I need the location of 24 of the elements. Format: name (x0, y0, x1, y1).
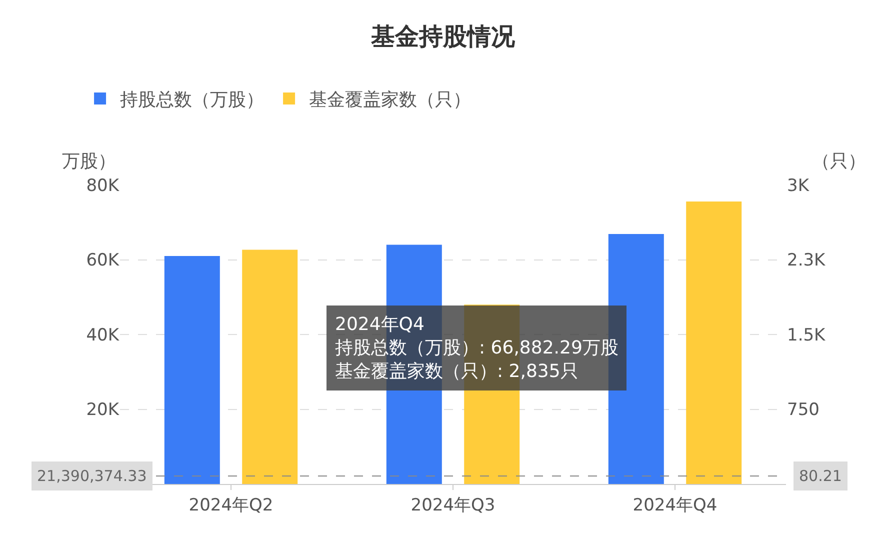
y-tick-label: 20K (86, 400, 120, 420)
legend-label: 持股总数（万股） (120, 90, 264, 111)
y-axis-title: 万股） (62, 151, 116, 172)
annotation: 持股总数（万股）: 66,882.29万股 (335, 337, 618, 358)
x-tick-label: 2024年Q3 (410, 495, 496, 516)
annotation: 2024年Q4 (335, 314, 424, 335)
y2-tick-label: 3K (787, 176, 810, 196)
y2-axis-title: （只） (812, 151, 866, 172)
y2-tick-label: 750 (787, 400, 820, 420)
x-tick-label: 2024年Q2 (188, 495, 274, 516)
legend-label: 基金覆盖家数（只） (309, 90, 472, 111)
x-tick-label: 2024年Q4 (632, 495, 718, 516)
bar (164, 256, 220, 484)
bar (686, 201, 742, 484)
bar (242, 250, 298, 484)
chart-title: 基金持股情况 (370, 22, 516, 50)
ref-line-label: 80.21 (799, 467, 842, 485)
annotation: 21,390,374.33 (37, 467, 147, 485)
y2-tick-label: 1.5K (787, 325, 826, 346)
y-tick-label: 80K (86, 176, 120, 196)
y-tick-label: 60K (86, 250, 120, 271)
annotation: 基金覆盖家数（只）: 2,835只 (335, 360, 578, 382)
y2-tick-label: 2.3K (787, 250, 826, 271)
y-tick-label: 40K (86, 325, 120, 346)
